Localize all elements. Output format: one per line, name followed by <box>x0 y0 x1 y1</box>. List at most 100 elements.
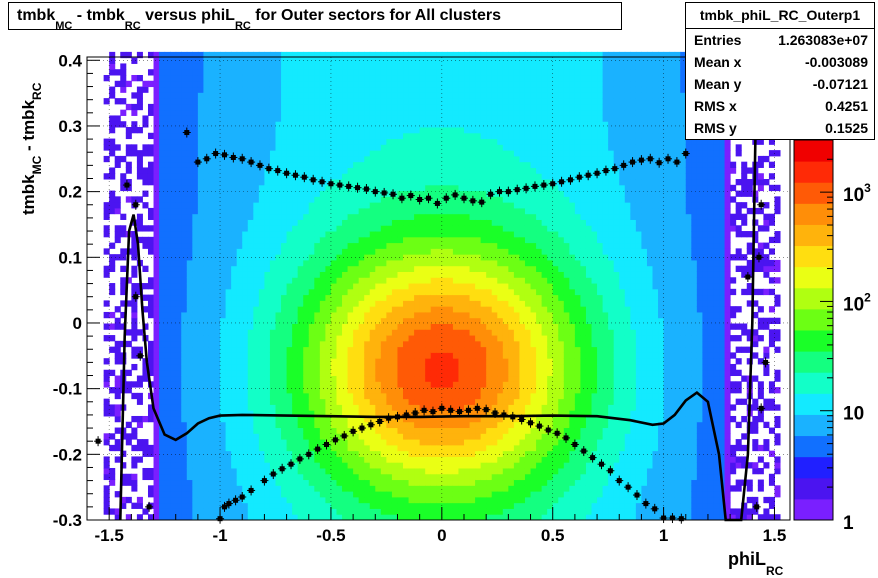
heatmap-cell <box>436 167 443 174</box>
heatmap-cell <box>419 109 426 116</box>
heatmap-cell <box>353 213 360 220</box>
heatmap-cell <box>375 358 382 365</box>
heatmap-cell <box>258 213 265 220</box>
heatmap-cell <box>369 346 376 353</box>
heatmap-cell <box>308 144 315 151</box>
heatmap-cell <box>458 236 465 244</box>
heatmap-cell <box>153 254 160 261</box>
heatmap-cell <box>208 161 216 168</box>
heatmap-cell <box>286 277 293 284</box>
heatmap-cell <box>441 57 448 64</box>
heatmap-cell <box>441 375 448 382</box>
heatmap-cell <box>153 398 160 405</box>
heatmap-cell <box>236 427 243 434</box>
heatmap-cell <box>258 74 265 82</box>
heatmap-cell <box>292 427 299 434</box>
heatmap-cell <box>281 248 288 255</box>
heatmap-cell <box>170 86 177 93</box>
heatmap-cell <box>342 363 349 371</box>
heatmap-cell <box>342 381 349 388</box>
heatmap-cell <box>369 74 376 82</box>
heatmap-cell <box>264 346 271 353</box>
heatmap-cell <box>281 485 288 492</box>
heatmap-cell <box>281 167 288 174</box>
heatmap-cell <box>231 231 238 238</box>
heatmap-cell <box>358 346 365 353</box>
heatmap-cell <box>208 323 216 330</box>
heatmap-cell <box>397 317 404 325</box>
heatmap-cell <box>186 138 193 145</box>
heatmap-cell <box>408 311 415 319</box>
heatmap-cell <box>342 358 349 365</box>
heatmap-cell <box>231 392 238 400</box>
heatmap-cell <box>192 115 199 122</box>
heatmap-cell <box>430 161 437 168</box>
heatmap-cell <box>159 508 166 515</box>
heatmap-cell <box>375 161 382 168</box>
heatmap-cell <box>231 144 238 151</box>
heatmap-cell <box>380 352 387 359</box>
heatmap-cell <box>136 51 143 59</box>
heatmap-cell <box>408 69 415 76</box>
heatmap-cell <box>203 392 210 400</box>
heatmap-cell <box>447 98 454 105</box>
heatmap-cell <box>203 219 210 226</box>
heatmap-cell <box>414 496 421 504</box>
heatmap-cell <box>336 467 343 475</box>
heatmap-cell <box>353 161 360 168</box>
heatmap-cell <box>170 167 177 174</box>
heatmap-cell <box>419 259 426 267</box>
heatmap-cell <box>292 190 299 197</box>
heatmap-cell <box>214 190 221 197</box>
heatmap-cell <box>414 86 421 93</box>
heatmap-cell <box>325 98 332 105</box>
heatmap-cell <box>247 207 254 215</box>
heatmap-cell <box>458 335 465 342</box>
heatmap-cell <box>258 473 265 481</box>
heatmap-cell <box>153 317 160 325</box>
heatmap-cell <box>408 236 415 244</box>
heatmap-cell <box>181 317 188 325</box>
heatmap-cell <box>441 161 448 168</box>
heatmap-cell <box>308 439 315 446</box>
heatmap-cell <box>342 456 349 463</box>
heatmap-cell <box>269 491 276 498</box>
heatmap-cell <box>225 167 232 174</box>
heatmap-cell <box>436 74 443 82</box>
heatmap-cell <box>452 80 459 88</box>
heatmap-cell <box>314 161 321 168</box>
heatmap-cell <box>380 439 387 446</box>
heatmap-cell <box>231 398 238 405</box>
heatmap-cell <box>441 462 448 469</box>
heatmap-cell <box>186 150 193 157</box>
heatmap-cell <box>447 300 454 307</box>
heatmap-cell <box>186 132 193 140</box>
heatmap-cell <box>303 254 310 261</box>
heatmap-cell <box>358 69 365 76</box>
heatmap-cell <box>353 231 360 238</box>
heatmap-cell <box>253 259 260 267</box>
heatmap-cell <box>269 202 276 209</box>
heatmap-cell <box>214 179 221 186</box>
heatmap-cell <box>203 346 210 353</box>
heatmap-cell <box>214 80 221 88</box>
heatmap-cell <box>458 346 465 353</box>
heatmap-cell <box>264 132 271 140</box>
heatmap-cell <box>269 248 276 255</box>
heatmap-cell <box>286 346 293 353</box>
heatmap-cell <box>408 288 415 296</box>
heatmap-cell <box>386 265 393 272</box>
heatmap-cell <box>247 57 254 64</box>
heatmap-cell <box>430 404 437 411</box>
heatmap-cell <box>286 427 293 434</box>
heatmap-cell <box>364 358 371 365</box>
heatmap-cell <box>231 51 238 59</box>
heatmap-cell <box>208 508 216 515</box>
heatmap-cell <box>175 485 182 492</box>
heatmap-cell <box>358 109 365 116</box>
heatmap-cell <box>425 433 432 440</box>
heatmap-cell <box>325 109 332 116</box>
heatmap-cell <box>269 150 276 157</box>
heatmap-cell <box>303 421 310 429</box>
heatmap-cell <box>125 387 132 394</box>
